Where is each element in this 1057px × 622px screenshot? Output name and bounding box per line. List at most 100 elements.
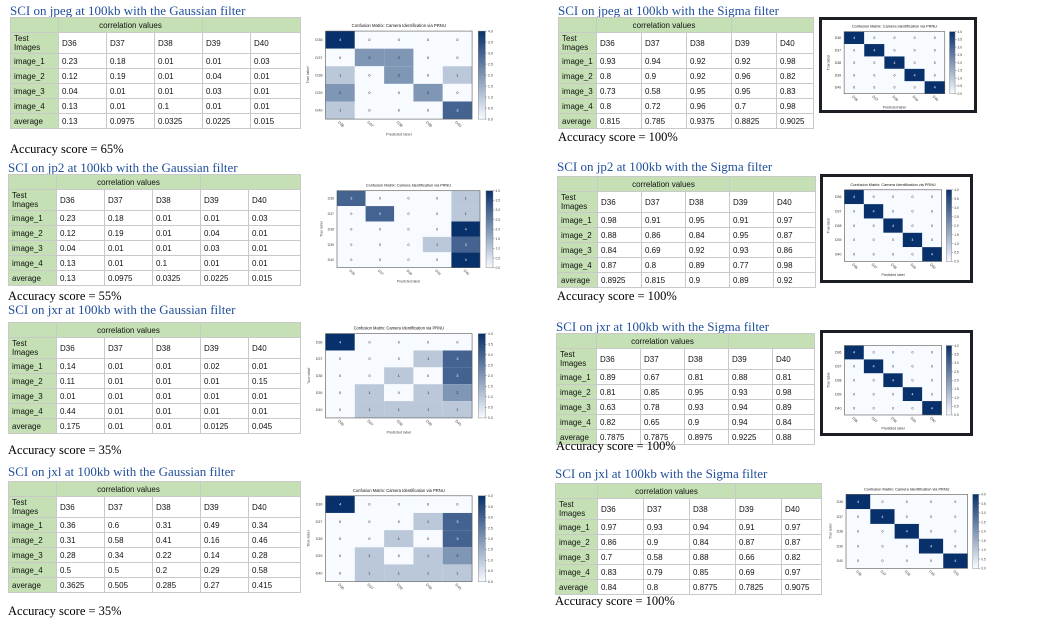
cm-x-tick-label: D38	[396, 120, 405, 129]
cm-cell-value: 0	[853, 48, 855, 52]
cm-colorbar-tick-label: 3.5	[981, 502, 986, 506]
cm-cell	[365, 252, 395, 268]
correlation-cell: 0.9075	[781, 579, 822, 595]
cm-cell	[922, 359, 942, 374]
correlation-cell: 0.505	[104, 577, 153, 593]
correlation-cell: 0.23	[56, 210, 105, 226]
cm-cell	[325, 333, 355, 351]
cm-cell	[422, 206, 452, 222]
cm-colorbar-tick-label: 1.0	[954, 242, 959, 246]
cm-cell-value: 0	[873, 86, 875, 90]
correlation-cell: 0.9375	[686, 113, 732, 129]
cm-cell	[863, 247, 884, 262]
cm-cell-value: 0	[873, 224, 875, 228]
cm-cell	[325, 401, 355, 418]
confusion-matrix: Confusion Matrix: Camera Identification …	[305, 482, 510, 602]
cm-cell	[844, 81, 865, 94]
cm-cell	[846, 523, 871, 539]
cm-cell-value: 2	[398, 72, 400, 77]
camera-column-header: D39	[200, 337, 249, 359]
cm-cell	[451, 190, 480, 207]
cm-cell-value: 0	[427, 37, 429, 42]
cm-cell	[413, 384, 443, 402]
correlation-cell: 0.58	[641, 83, 687, 99]
table-row: image_3 0.28 0.34 0.22 0.14 0.28	[8, 547, 301, 563]
correlation-cell: 0.04	[202, 68, 251, 84]
correlation-cell: 0.9	[643, 534, 690, 550]
cm-cell-value: 4	[873, 365, 875, 369]
correlation-table: correlation values Test Images D36 D37 D38 D3…	[557, 176, 816, 288]
cm-cell	[894, 523, 919, 539]
correlation-cell: 0.7875	[640, 429, 685, 445]
correlation-cell: 0.01	[56, 388, 105, 404]
correlation-values-header: correlation values	[596, 17, 732, 33]
cm-cell-value: 0	[436, 227, 438, 231]
correlation-cell: 0.67	[640, 369, 685, 385]
correlation-cell: 0.01	[154, 68, 203, 84]
cm-y-tick-label: D39	[328, 243, 334, 247]
cm-cell-value: 0	[368, 503, 370, 507]
cm-colorbar-tick-label: 4.0	[954, 344, 959, 348]
table-row: image_1 0.14 0.01 0.01 0.02 0.01	[8, 358, 301, 374]
cm-y-tick-label: D37	[835, 210, 841, 214]
cm-cell-value: 0	[912, 224, 914, 228]
row-label: image_1	[555, 519, 598, 535]
table-row: image_3 0.84 0.69 0.92 0.93 0.86	[557, 242, 816, 258]
cm-cell-value: 0	[934, 36, 936, 40]
cm-cell	[844, 44, 865, 57]
cm-cell	[394, 206, 423, 222]
cm-cell-value: 3	[350, 197, 352, 201]
cm-colorbar-tick-label: 2.5	[954, 215, 959, 219]
cm-y-tick-label: D40	[835, 406, 841, 410]
cm-cell	[902, 359, 923, 374]
cm-cell-value: 1	[427, 554, 429, 558]
cm-cell-value: 4	[873, 48, 875, 52]
cm-x-tick-label: D38	[406, 269, 413, 276]
cm-cell-value: 0	[893, 36, 895, 40]
table-corner-cell	[555, 483, 598, 499]
cm-cell	[413, 83, 443, 102]
row-label: image_2	[557, 227, 598, 243]
cm-cell-value: 3	[456, 537, 458, 541]
cm-cell	[413, 512, 443, 531]
cm-colorbar-tick-label: 2.0	[981, 530, 986, 534]
cm-cell-value: 0	[934, 73, 936, 77]
cm-x-tick-label: D36	[851, 416, 858, 423]
cm-x-tick-label: D36	[855, 569, 862, 576]
cm-cell	[894, 509, 919, 524]
correlation-cell: 0.95	[686, 83, 732, 99]
cm-y-tick-label: D36	[315, 37, 322, 42]
correlation-cell: 0.87	[597, 257, 642, 273]
cm-cell-value: 0	[892, 253, 894, 257]
cm-x-tick-label: D38	[396, 419, 404, 427]
cm-x-tick-label: D38	[890, 416, 897, 423]
cm-cell	[918, 494, 944, 510]
cm-x-axis-label: Predicted label	[387, 431, 412, 435]
cm-cell	[365, 190, 395, 207]
cm-cell-value: 0	[934, 61, 936, 65]
cm-cell	[924, 31, 945, 45]
cm-cell-value: 0	[853, 365, 855, 369]
cm-y-tick-label: D37	[328, 212, 334, 216]
confusion-matrix: 4 0 0 0 0 0 4 0 0 0 0 0 4 0 0 0 0 0 4 0 0 0 0 0 4 D36 D36 D37 D37 D38…	[820, 330, 973, 436]
cm-colorbar-tick-label: 4.0	[981, 493, 986, 497]
cm-cell-value: 0	[398, 503, 400, 507]
cm-cell	[365, 236, 395, 253]
table-row: image_2 0.12 0.19 0.01 0.04 0.01	[8, 225, 301, 241]
table-row: image_4 0.87 0.8 0.89 0.77 0.98	[557, 257, 816, 273]
table-corner-cell	[8, 322, 57, 338]
cm-colorbar-tick-label: 3.0	[488, 51, 493, 55]
camera-column-header: D39	[200, 189, 249, 211]
cm-cell-value: 4	[853, 195, 855, 199]
correlation-cell: 0.66	[735, 549, 782, 565]
cm-title: Confusion Matrix: Camera Identification …	[864, 487, 949, 491]
cm-colorbar-tick-label: 0.5	[981, 557, 986, 561]
cm-cell	[451, 206, 480, 222]
cm-x-tick-label: D38	[891, 95, 898, 102]
cm-cell	[442, 495, 473, 513]
cm-grid-border	[325, 333, 473, 419]
correlation-cell: 0.31	[56, 532, 105, 548]
correlation-cell: 0.89	[685, 257, 730, 273]
table-column-row: Test Images D36 D37 D38 D39 D40	[555, 498, 822, 520]
cm-cell	[384, 495, 414, 513]
